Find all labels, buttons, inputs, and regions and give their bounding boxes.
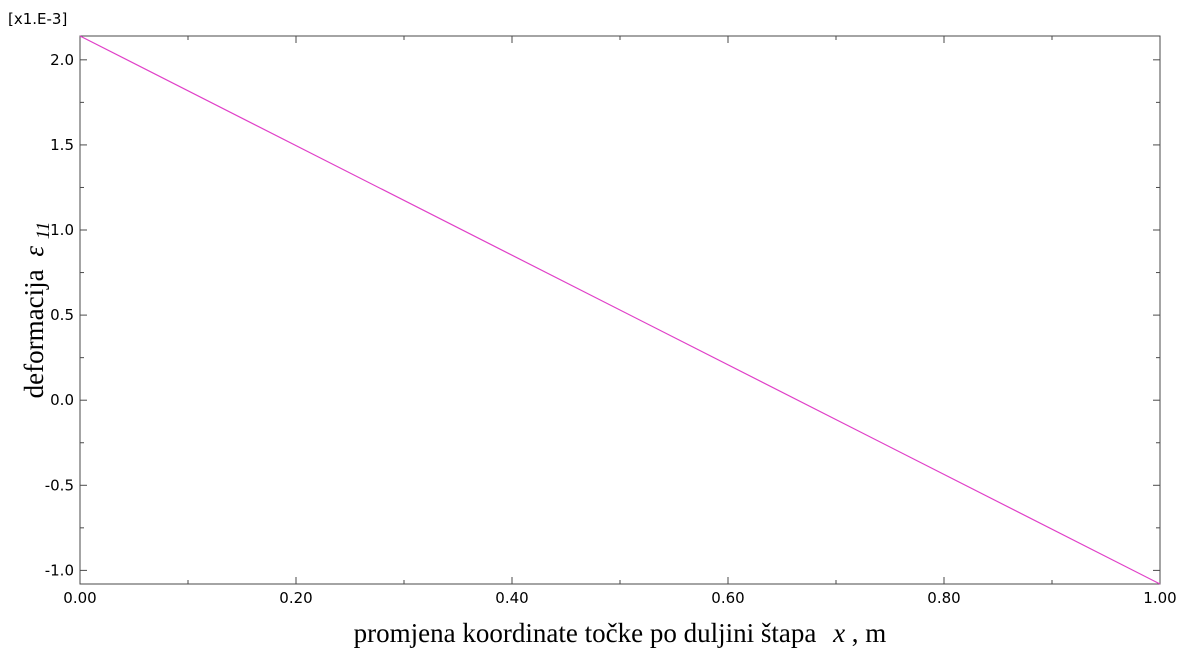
x-axis-ticks: 0.00 0.20 0.40 0.60 0.80 1.00 bbox=[63, 36, 1177, 607]
y-axis-label-variable: ε bbox=[19, 246, 49, 257]
x-tick-label: 0.00 bbox=[63, 589, 96, 607]
y-axis-label-subscript: 11 bbox=[33, 222, 54, 240]
y-tick-label: -0.5 bbox=[45, 476, 74, 494]
y-axis-label: deformacija ε 11 bbox=[19, 222, 54, 399]
x-tick-label: 1.00 bbox=[1143, 589, 1176, 607]
series-line bbox=[79, 35, 1161, 585]
y-tick-label: 1.5 bbox=[50, 136, 74, 154]
x-axis-label-main: promjena koordinate točke po duljini šta… bbox=[354, 618, 817, 648]
y-tick-label: 2.0 bbox=[50, 51, 74, 69]
x-tick-label: 0.60 bbox=[711, 589, 744, 607]
y-axis-ticks: -1.0 -0.5 0.0 0.5 1.0 1.5 2.0 bbox=[45, 51, 1160, 579]
x-tick-label: 0.80 bbox=[927, 589, 960, 607]
x-tick-label: 0.20 bbox=[279, 589, 312, 607]
series-layer bbox=[79, 35, 1161, 585]
x-tick-label: 0.40 bbox=[495, 589, 528, 607]
x-axis-label: promjena koordinate točke po duljini šta… bbox=[354, 618, 887, 648]
y-tick-label: 0.5 bbox=[50, 306, 74, 324]
y-axis-label-main: deformacija bbox=[19, 269, 49, 398]
y-tick-label: 0.0 bbox=[50, 391, 74, 409]
y-tick-label: 1.0 bbox=[50, 221, 74, 239]
x-axis-label-unit: , m bbox=[852, 618, 887, 648]
y-tick-label: -1.0 bbox=[45, 561, 74, 579]
y-axis-multiplier: [x1.E-3] bbox=[8, 10, 67, 28]
x-axis-label-variable: x bbox=[832, 618, 845, 648]
